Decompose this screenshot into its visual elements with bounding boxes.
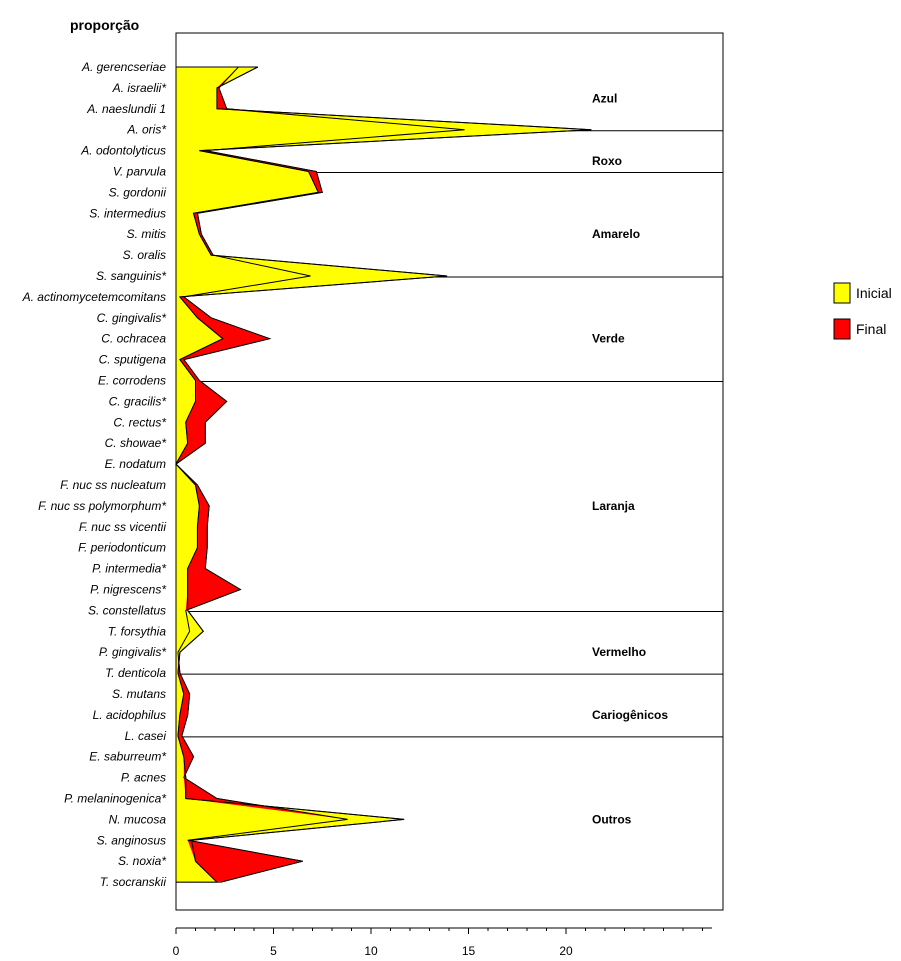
category-label: F. nuc ss nucleatum [60,478,166,492]
area-series [175,66,592,883]
group-label: Azul [592,91,617,105]
category-label: S. intermedius [89,206,166,220]
group-label: Amarelo [592,227,640,241]
final-segment [216,67,239,88]
category-label: S. sanguinis* [96,269,166,283]
category-label: F. nuc ss vicentii [79,520,166,534]
category-label: T. socranskii [100,875,167,889]
final-segment [197,505,210,527]
outline-inicial [175,66,592,883]
legend: Inicial Final [833,282,892,340]
category-label: A. israelii* [112,81,167,95]
final-segment [195,861,303,883]
final-segment [177,714,188,736]
chart-title: proporção [70,17,139,33]
legend-swatch-final [833,318,851,340]
final-segment [185,798,348,820]
final-segment [177,735,194,757]
category-label: S. noxia* [118,854,166,868]
x-tick-label: 5 [270,944,277,958]
group-label: Roxo [592,154,622,168]
category-label: S. gordonii [109,185,167,199]
group-labels: Azul Roxo Amarelo Verde Laranja Vermelho Cario… [592,91,668,826]
category-label: S. mutans [112,687,166,701]
category-label: C. ochracea [101,332,166,346]
category-label: S. anginosus [97,833,166,847]
category-label: P. melaninogenica* [64,792,166,806]
x-axis: 0 5 10 15 20 [173,927,712,958]
category-label: S. oralis [123,248,166,262]
category-label: L. acidophilus [93,708,166,722]
final-segment [187,568,241,590]
category-label: P. nigrescens* [90,583,166,597]
category-label: N. mucosa [109,812,167,826]
final-segment [197,526,208,548]
final-segment [179,296,212,318]
category-label: C. rectus* [113,415,166,429]
legend-swatch-inicial [833,282,851,304]
group-label: Verde [592,332,625,346]
group-label: Vermelho [592,645,646,659]
category-label: C. showae* [105,436,167,450]
legend-label-inicial: Inicial [856,285,892,301]
area-inicial [175,66,592,883]
category-label: C. sputigena [99,353,167,367]
category-label: P. acnes [121,771,166,785]
final-segment [179,694,190,715]
category-label: L. casei [125,729,167,743]
x-tick-label: 15 [462,944,476,958]
final-segment [185,401,227,423]
final-segment [179,359,200,381]
final-segment [308,171,323,193]
category-label: E. corrodens [98,374,166,388]
category-label: E. nodatum [105,457,166,471]
legend-label-final: Final [856,321,886,337]
category-label: S. constellatus [88,603,166,617]
category-label: S. mitis [127,227,166,241]
category-label: C. gracilis* [109,394,167,408]
category-label: P. gingivalis* [99,645,166,659]
category-label: F. nuc ss polymorphum* [38,499,166,513]
category-label: T. denticola [105,666,166,680]
category-label: P. intermedia* [92,562,166,576]
final-segment [187,547,208,569]
category-label: A. naeslundii 1 [86,102,166,116]
category-label: A. odontolyticus [80,144,166,158]
final-segment [197,317,270,339]
group-label: Outros [592,812,632,826]
group-label: Cariogênicos [592,708,668,722]
group-label: Laranja [592,499,635,513]
x-tick-label: 10 [364,944,378,958]
final-segment [185,422,206,444]
category-label: T. forsythia [108,624,167,638]
x-tick-label: 20 [559,944,573,958]
category-label: C. gingivalis* [97,311,167,325]
category-label: A. gerencseriae [81,60,166,74]
category-label: A. actinomycetemcomitans [22,290,166,304]
final-segment [195,380,227,402]
category-label: E. saburreum* [89,750,166,764]
y-axis-labels: A. gerencseriae A. israelii* A. naeslundii… [22,60,167,889]
category-label: A. oris* [126,123,166,137]
outline-final [175,66,465,883]
category-label: V. parvula [113,165,166,179]
category-label: F. periodonticum [78,541,166,555]
x-tick-label: 0 [173,944,180,958]
